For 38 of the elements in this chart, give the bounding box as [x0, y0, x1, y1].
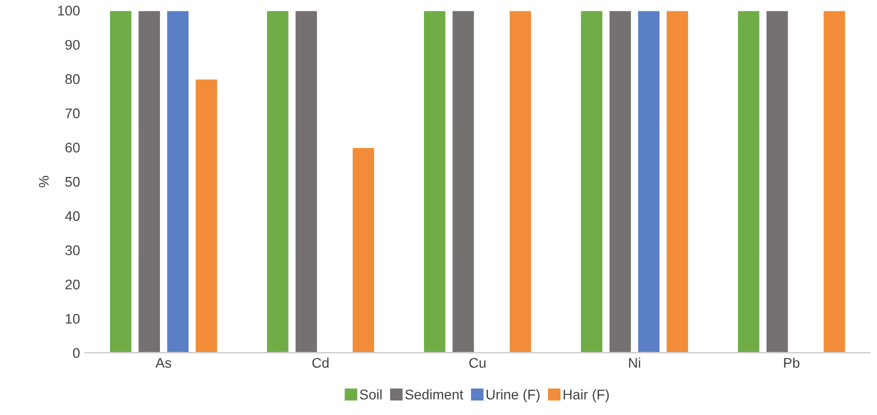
- x-tick-label: As: [155, 358, 172, 368]
- bar: [451, 10, 476, 353]
- y-tick-label: 60: [65, 142, 80, 152]
- y-tick-label: 100: [58, 6, 80, 16]
- bar: [822, 10, 846, 353]
- bar: [108, 10, 133, 353]
- y-tick-label: 0: [73, 348, 80, 358]
- legend-label: Hair (F): [564, 389, 609, 402]
- bar: [736, 10, 761, 353]
- y-tick-label: 90: [65, 40, 80, 50]
- bar: [636, 10, 661, 353]
- bar: [508, 10, 532, 353]
- x-tick-label: Ni: [629, 358, 640, 368]
- bar: [266, 10, 290, 353]
- y-tick-label: 80: [65, 74, 80, 84]
- y-tick-label: 30: [65, 245, 80, 256]
- legend-label: Soil: [360, 389, 382, 400]
- legend-label: Sediment: [405, 389, 464, 400]
- bar: [137, 10, 162, 353]
- x-tick-label: Pb: [784, 358, 800, 368]
- bar: [351, 146, 376, 353]
- y-tick-label: 40: [65, 211, 80, 221]
- y-tick-label: 10: [66, 314, 80, 324]
- legend-label: Urine (F): [486, 389, 540, 402]
- y-tick-label: 20: [65, 280, 80, 290]
- y-tick-label: 70: [65, 108, 80, 118]
- y-axis-title: %: [38, 176, 49, 188]
- x-tick-label: Cd: [312, 358, 329, 368]
- x-tick-label: Cu: [469, 358, 486, 368]
- bar: [422, 10, 447, 353]
- bar: [294, 10, 318, 353]
- bar: [194, 78, 218, 353]
- bar: [166, 10, 190, 353]
- bar: [580, 10, 604, 353]
- y-tick-label: 50: [65, 176, 80, 187]
- bar: [665, 10, 690, 353]
- bar: [765, 10, 790, 353]
- bar: [608, 10, 632, 353]
